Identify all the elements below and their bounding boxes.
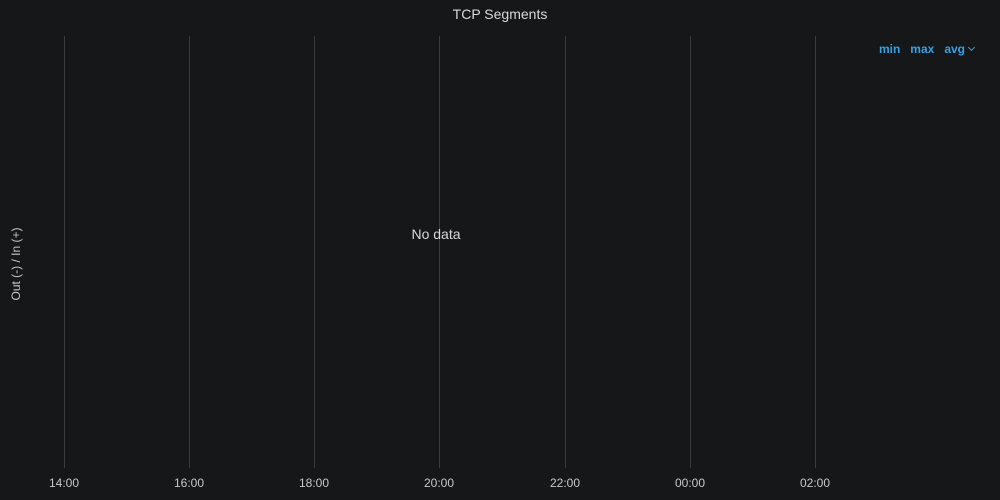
x-gridline	[565, 36, 566, 468]
sort-min-option[interactable]: min	[878, 42, 901, 56]
panel-title[interactable]: TCP Segments	[452, 6, 548, 22]
x-tick-label: 18:00	[298, 476, 330, 490]
x-gridline	[815, 36, 816, 468]
legend-sort-options: min max avg	[878, 42, 976, 56]
x-tick-label: 20:00	[423, 476, 455, 490]
x-tick-label: 22:00	[549, 476, 581, 490]
x-gridline	[64, 36, 65, 468]
x-gridline	[690, 36, 691, 468]
plot-area[interactable]	[0, 36, 1000, 468]
x-tick-label: 16:00	[173, 476, 205, 490]
x-tick-label: 02:00	[799, 476, 831, 490]
sort-avg-option[interactable]: avg	[944, 42, 976, 56]
sort-max-option[interactable]: max	[910, 42, 935, 56]
x-tick-label: 00:00	[674, 476, 706, 490]
x-tick-label: 14:00	[48, 476, 80, 490]
x-gridline	[439, 36, 440, 468]
no-data-message: No data	[411, 226, 461, 242]
sort-avg-label: avg	[944, 42, 965, 56]
x-gridline	[314, 36, 315, 468]
x-gridline	[189, 36, 190, 468]
